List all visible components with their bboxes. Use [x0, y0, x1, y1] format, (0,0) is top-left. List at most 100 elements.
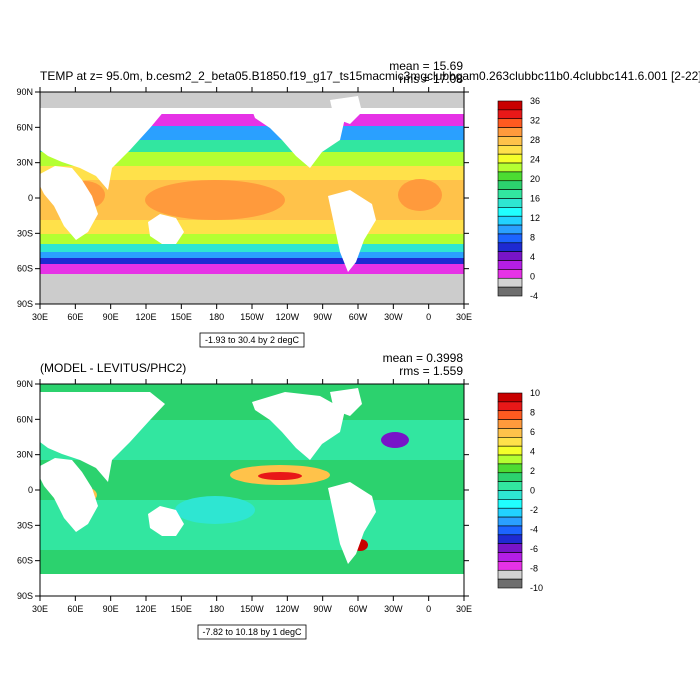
colorbar-label: 20: [530, 174, 540, 184]
warm-pool: [145, 180, 285, 220]
colorbar-label: 10: [530, 388, 540, 398]
y-tick-label: 90N: [16, 87, 33, 97]
colorbar-swatch: [497, 145, 523, 155]
colorbar-label: 6: [530, 427, 535, 437]
y-tick-label: 30S: [17, 520, 33, 530]
x-tick-label: 90E: [103, 312, 119, 322]
colorbar-swatch: [497, 445, 523, 456]
colorbar-swatch: [497, 207, 523, 217]
field-band: [40, 244, 464, 252]
colorbar-swatch: [497, 534, 523, 544]
y-tick-label: 0: [28, 193, 33, 203]
colorbar-label: -2: [530, 505, 538, 515]
colorbar: 36 32 28 24 20 16 12 8 4 0 -4: [497, 96, 540, 301]
x-axis-ticks: 30E 60E 90E 120E 150E 180 150W 120W 90W 60W 30W 0 30…: [32, 87, 472, 322]
colorbar-swatch: [497, 552, 523, 562]
land-australia: [148, 214, 184, 244]
rms-stat: rms = 1.559: [399, 364, 463, 378]
colorbar-swatch: [497, 136, 523, 146]
warm-pool: [398, 179, 442, 211]
colorbar-swatch: [497, 499, 523, 509]
colorbar-label: 32: [530, 116, 540, 126]
y-tick-label: 30S: [17, 228, 33, 238]
colorbar-swatch: [497, 437, 523, 447]
y-tick-label: 60S: [17, 264, 33, 274]
ice-arctic: [40, 92, 464, 108]
colorbar-label: 0: [530, 272, 535, 282]
land-south-america: [328, 190, 376, 272]
y-tick-label: 90S: [17, 299, 33, 309]
map-plot: [39, 91, 465, 305]
colorbar-swatch: [497, 392, 523, 403]
field-band: [40, 234, 464, 244]
contour-info: -1.93 to 30.4 by 2 degC: [205, 335, 300, 345]
field-band: [40, 166, 464, 180]
colorbar-swatch: [497, 162, 523, 173]
contour-info-box: -7.82 to 10.18 by 1 degC: [197, 624, 307, 640]
x-tick-label: 60E: [67, 604, 83, 614]
y-tick-label: 60N: [16, 122, 33, 132]
x-tick-label: 30E: [32, 312, 48, 322]
x-tick-label: 120W: [276, 312, 300, 322]
colorbar-swatch: [497, 410, 523, 420]
colorbar-swatch: [497, 171, 523, 182]
colorbar-label: 24: [530, 155, 540, 165]
colorbar-label: -4: [530, 525, 538, 535]
land-north-america: [252, 100, 345, 168]
colorbar-swatch: [497, 490, 523, 500]
colorbar-swatch: [497, 100, 523, 111]
colorbar-swatch: [497, 180, 523, 190]
anomaly-cool: [175, 496, 255, 524]
y-tick-label: 30N: [16, 158, 33, 168]
field-band: [40, 258, 464, 264]
x-tick-label: 150W: [240, 312, 264, 322]
colorbar-label: -6: [530, 544, 538, 554]
x-tick-label: 120W: [276, 604, 300, 614]
x-tick-label: 60E: [67, 312, 83, 322]
land-australia: [148, 506, 184, 536]
anomaly-warm: [258, 472, 302, 480]
colorbar-swatch: [497, 507, 523, 518]
field-band: [40, 220, 464, 234]
colorbar-swatch: [497, 242, 523, 252]
land-asia: [40, 392, 165, 482]
colorbar-swatch: [497, 109, 523, 120]
colorbar-swatch: [497, 472, 523, 482]
colorbar-label: 4: [530, 252, 535, 262]
map-plot: [39, 383, 465, 597]
x-tick-label: 150E: [171, 312, 192, 322]
colorbar-label: -10: [530, 583, 543, 593]
rms-stat: rms = 17.08: [399, 72, 463, 86]
y-tick-label: 60N: [16, 414, 33, 424]
land-north-america: [252, 392, 345, 460]
land-greenland: [330, 96, 362, 124]
field-band: [40, 252, 464, 258]
colorbar-swatch: [497, 260, 523, 270]
y-tick-label: 30N: [16, 450, 33, 460]
x-tick-label: 30W: [384, 604, 403, 614]
x-tick-label: 0: [426, 312, 431, 322]
field-band: [40, 140, 464, 152]
x-tick-label: 60W: [349, 312, 368, 322]
colorbar-swatch: [497, 463, 523, 474]
colorbar-swatch: [497, 127, 523, 137]
colorbar-swatch: [497, 481, 523, 491]
contour-info-frame: [197, 624, 307, 640]
colorbar-swatch: [497, 401, 523, 412]
land-south-america: [328, 482, 376, 564]
colorbar-label: 12: [530, 213, 540, 223]
contour-info: -7.82 to 10.18 by 1 degC: [202, 627, 302, 637]
x-tick-label: 30E: [456, 312, 472, 322]
colorbar-label: -4: [530, 291, 538, 301]
colorbar-swatch: [497, 543, 523, 553]
anomaly-cool: [381, 432, 409, 448]
field-band: [40, 152, 464, 166]
panel-temperature: TEMP at z= 95.0m, b.cesm2_2_beta05.B1850…: [16, 59, 700, 348]
mean-stat: mean = 15.69: [389, 59, 463, 73]
colorbar-swatch: [497, 224, 523, 235]
contour-info-frame: [199, 332, 305, 348]
y-tick-label: 60S: [17, 556, 33, 566]
colorbar-swatch: [497, 525, 523, 536]
colorbar-swatch: [497, 277, 523, 288]
x-tick-label: 120E: [135, 312, 156, 322]
